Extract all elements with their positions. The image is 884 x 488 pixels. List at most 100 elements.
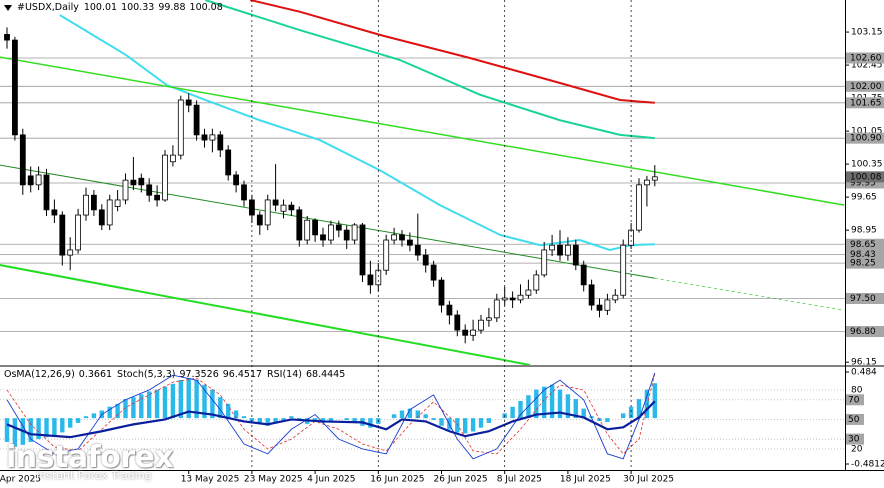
candle-body [98, 209, 105, 226]
osma-limit-label: -0.4812 [851, 460, 884, 470]
osma-bar [52, 418, 57, 436]
rsi-value: 68.4445 [305, 369, 346, 380]
header-icon [4, 4, 12, 11]
osma-limit-label: 0.484 [851, 368, 877, 378]
rsi-line [6, 400, 656, 439]
osma-header: OsMA(12,26,9) 0.3661 [4, 369, 112, 380]
osma-bar [621, 413, 626, 419]
osma-label: OsMA(12,26,9) [4, 369, 75, 380]
candle-body [19, 134, 26, 186]
osma-bar [399, 410, 405, 419]
oscillator-tick-label: 20 [851, 444, 863, 454]
osma-bar [463, 418, 468, 434]
candle-body [27, 175, 34, 186]
x-tick-label: 23 May 2025 [244, 475, 303, 485]
osma-bar [60, 418, 65, 433]
oscillator-level-box [846, 394, 864, 406]
osma-bar [75, 418, 81, 423]
stoch-signal-line [6, 373, 656, 455]
indicator-line [0, 264, 531, 365]
y-tick-label: 98.95 [851, 226, 877, 236]
candle-body [106, 199, 113, 226]
osma-bar [542, 386, 547, 419]
level-box [846, 257, 884, 269]
symbol: #USDX,Daily [17, 2, 79, 13]
osma-bar [518, 400, 523, 419]
candle-body [288, 204, 295, 211]
candle-body [565, 244, 571, 256]
candle-body [122, 179, 129, 201]
candle-body [217, 134, 224, 151]
candle-body [557, 244, 563, 256]
candle-body [580, 264, 587, 286]
osma-bar [202, 384, 207, 419]
level-label: 97.50 [850, 294, 876, 304]
low-value: 99.88 [158, 2, 186, 13]
level-box [846, 238, 884, 250]
candle-body [67, 249, 74, 256]
x-tick-label: 16 Jun 2025 [370, 475, 424, 485]
ohlc: 100.01 100.33 99.88 100.08 [84, 2, 223, 13]
osma-bar [368, 418, 373, 428]
osma-bar [186, 378, 191, 419]
level-box [846, 132, 884, 144]
osma-bar [178, 380, 183, 419]
candle-body [438, 279, 445, 306]
candle-body [446, 304, 453, 316]
candle-body [596, 304, 603, 311]
osma-bar [170, 383, 176, 419]
osma-bar [12, 418, 18, 447]
osma-bar [115, 403, 120, 419]
osma-bar [431, 418, 436, 421]
candle-body [43, 174, 50, 211]
candle-body [588, 284, 595, 306]
candle-body [169, 154, 176, 163]
osma-bar [162, 386, 168, 419]
oscillator-level-label: 50 [848, 415, 860, 425]
x-tick-label: 18 Jul 2025 [560, 475, 611, 485]
candle-body [462, 329, 469, 336]
candle-body [320, 234, 326, 241]
osma-bar [218, 397, 223, 419]
osma-bar [289, 416, 294, 419]
candle-body [391, 234, 398, 241]
x-tick-label: 8 Apr 2025 [0, 475, 41, 485]
level-label: 101.65 [850, 98, 882, 108]
osma-bar [131, 397, 136, 419]
osma-bar [91, 413, 97, 419]
osma-bar [470, 418, 476, 432]
osma-bar [344, 418, 349, 421]
osma-bar [652, 383, 657, 419]
oscillator-tick-label: 80 [851, 385, 863, 395]
candle-body [233, 174, 240, 186]
current-price-box [846, 171, 884, 183]
candle-body [620, 244, 627, 296]
osma-bar [257, 418, 262, 424]
osma-bar [439, 418, 444, 426]
price-header: #USDX,Daily 100.01 100.33 99.88 100.08 [4, 2, 223, 13]
y-tick-label: 100.35 [851, 160, 883, 170]
osma-bar [549, 384, 555, 419]
indicator-line [250, 0, 655, 104]
osma-bar [233, 410, 239, 419]
candle-body [162, 154, 168, 201]
candle-body [83, 194, 89, 216]
oscillator-level-box [846, 413, 864, 425]
osma-bar [534, 389, 539, 419]
osma-bar [273, 418, 278, 423]
candle-body [399, 234, 405, 241]
osma-bar [605, 418, 610, 422]
indicator-header: OsMA(12,26,9) 0.3661 Stoch(5,3,3) 97.3526 9… [4, 369, 345, 380]
candle-body [130, 179, 137, 186]
candle-body [375, 269, 382, 286]
candle-body [470, 329, 477, 336]
candle-body [4, 34, 10, 41]
osma-bar [4, 418, 10, 442]
level-box [846, 249, 884, 261]
candle-body [636, 184, 642, 231]
candle-body [280, 204, 287, 212]
osma-bar [210, 389, 215, 419]
current-price-label: 100.08 [850, 172, 882, 182]
x-tick-label: 8 Jul 2025 [497, 475, 542, 485]
